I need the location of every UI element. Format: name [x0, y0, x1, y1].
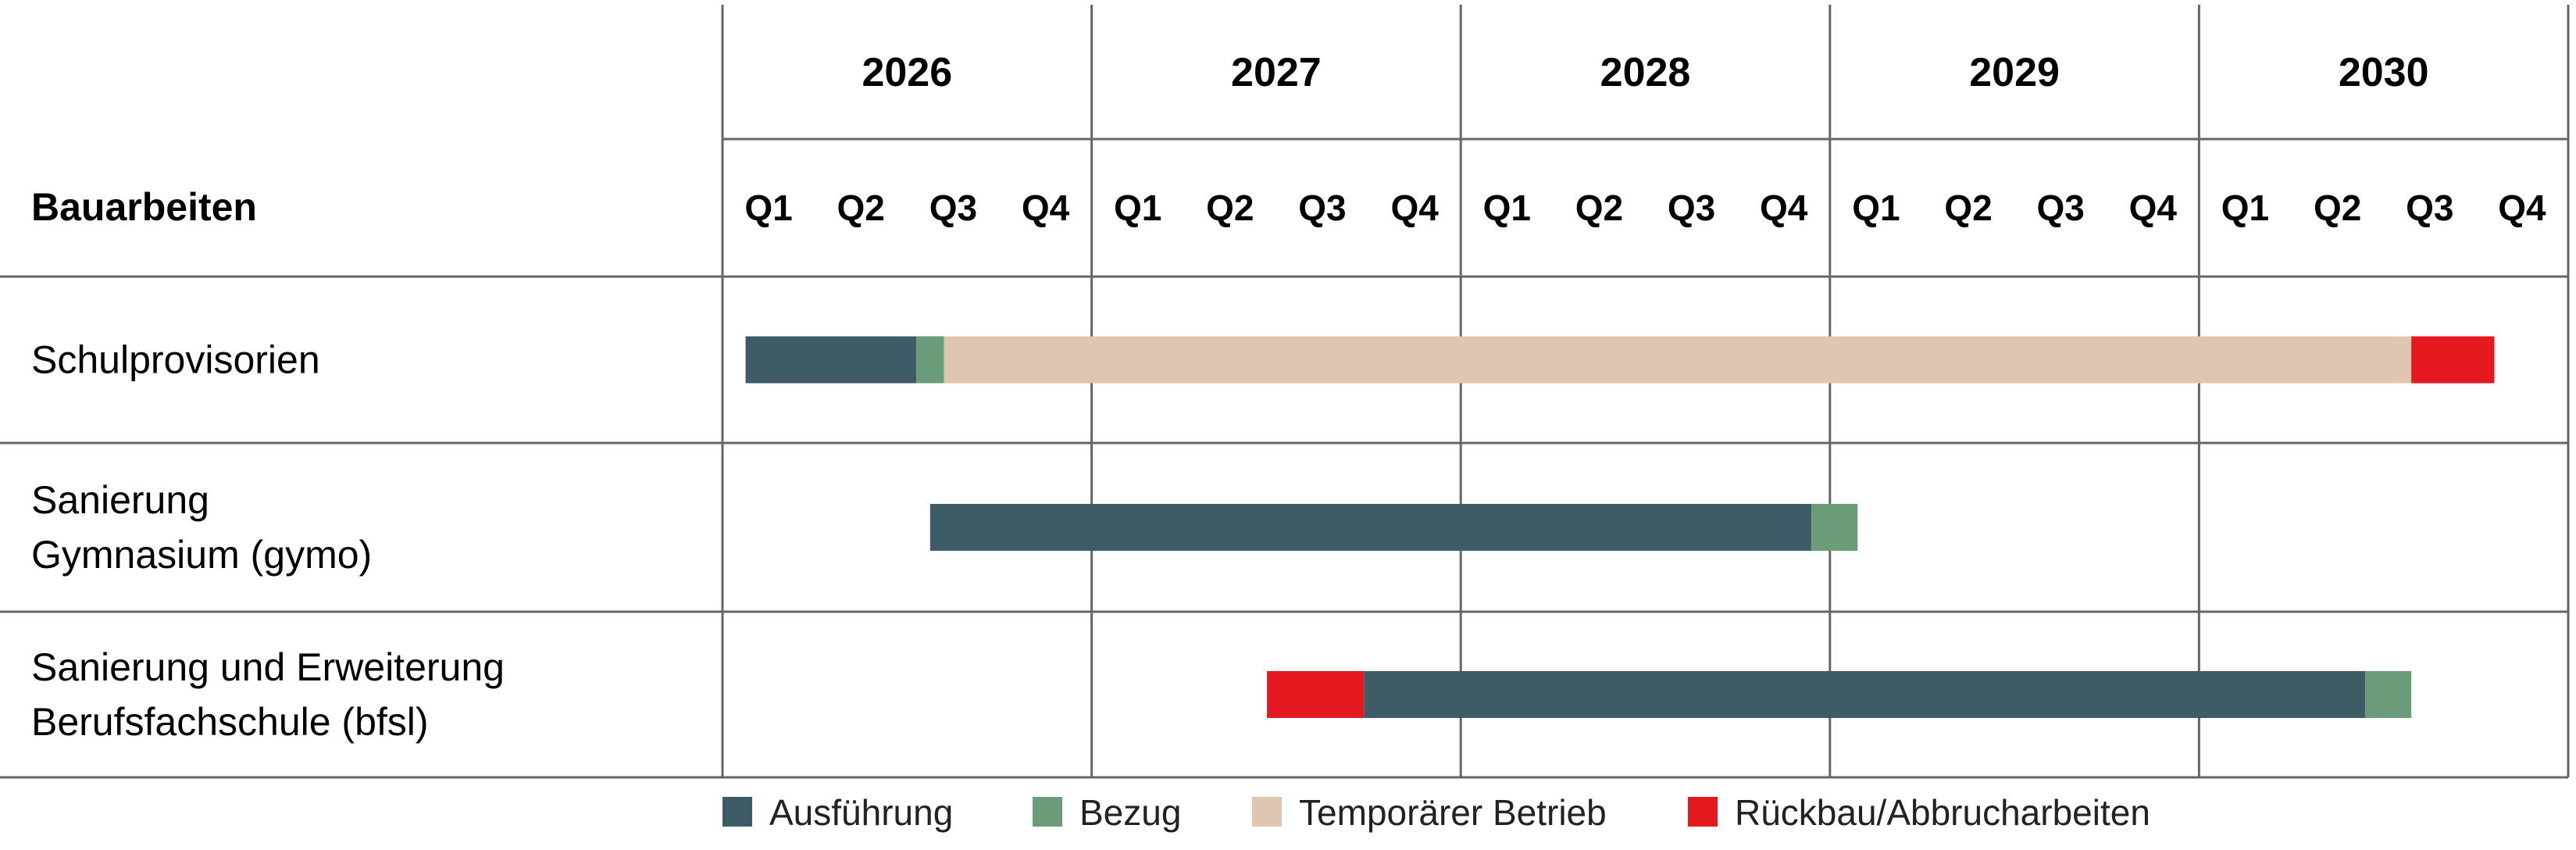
legend-label: Bezug: [1079, 792, 1181, 833]
year-label: 2028: [1600, 50, 1691, 95]
row-label: Sanierung: [31, 478, 209, 522]
year-label: 2029: [1969, 50, 2060, 95]
gantt-bar-rueckbau: [1267, 671, 1365, 718]
legend-label: Ausführung: [769, 792, 953, 833]
gantt-bar-ausfuehrung: [745, 336, 917, 384]
quarter-label: Q2: [837, 188, 885, 228]
quarter-label: Q2: [1206, 188, 1254, 228]
gantt-bar-rueckbau: [2411, 336, 2495, 384]
quarter-label: Q3: [929, 188, 977, 228]
legend-swatch: [1688, 797, 1718, 827]
legend-item-betrieb: Temporärer Betrieb: [1252, 792, 1607, 833]
legend: Ausführung Bezug Temporärer Betrieb Rückbau…: [722, 792, 2150, 833]
quarter-label: Q3: [1668, 188, 1715, 228]
row-label: Schulprovisorien: [31, 338, 320, 382]
year-headers: 2026 2027 2028 2029 2030: [862, 50, 2428, 95]
year-label: 2030: [2339, 50, 2429, 95]
quarter-label: Q4: [1390, 188, 1439, 228]
chart-grid: [0, 5, 2570, 779]
row-labels: Schulprovisorien Sanierung Gymnasium (gymo…: [31, 338, 505, 745]
quarter-label: Q4: [1022, 188, 1070, 228]
gantt-bar-ausfuehrung: [1364, 671, 2366, 718]
quarter-label: Q3: [1298, 188, 1346, 228]
legend-item-ausfuehrung: Ausführung: [722, 792, 953, 833]
quarter-label: Q2: [1575, 188, 1623, 228]
legend-item-bezug: Bezug: [1033, 792, 1181, 833]
gantt-bar-bezug: [916, 336, 944, 384]
gantt-bar-betrieb: [944, 336, 2412, 384]
legend-label: Temporärer Betrieb: [1299, 792, 1607, 833]
gantt-bar-ausfuehrung: [929, 504, 1812, 551]
quarter-label: Q3: [2036, 188, 2084, 228]
gantt-bar-bezug: [2365, 671, 2412, 718]
year-label: 2027: [1231, 50, 1322, 95]
quarter-label: Q4: [2498, 188, 2546, 228]
quarter-label: Q1: [1852, 188, 1900, 228]
row-label: Berufsfachschule (bfsl): [31, 700, 429, 744]
quarter-label: Q1: [1483, 188, 1531, 228]
row-label: Gymnasium (gymo): [31, 533, 372, 577]
row-label: Sanierung und Erweiterung: [31, 645, 505, 689]
header-corner-label: Bauarbeiten: [31, 185, 257, 229]
legend-label: Rückbau/Abbrucharbeiten: [1735, 792, 2150, 833]
quarter-label: Q2: [1944, 188, 1992, 228]
quarter-label: Q4: [2129, 188, 2178, 228]
quarter-label: Q1: [744, 188, 792, 228]
quarter-label: Q4: [1760, 188, 1808, 228]
quarter-label: Q1: [2221, 188, 2269, 228]
gantt-bars: [745, 336, 2495, 718]
legend-swatch: [722, 797, 752, 827]
legend-swatch: [1252, 797, 1282, 827]
year-label: 2026: [862, 50, 952, 95]
legend-swatch: [1033, 797, 1062, 827]
quarter-headers: Q1 Q2 Q3 Q4 Q1 Q2 Q3 Q4 Q1 Q2 Q3 Q4 Q1 Q2 Q3 Q4 Q1 Q2 Q3 Q4: [744, 188, 2546, 228]
quarter-label: Q3: [2406, 188, 2453, 228]
legend-item-rueckbau: Rückbau/Abbrucharbeiten: [1688, 792, 2150, 833]
quarter-label: Q1: [1114, 188, 1161, 228]
gantt-bar-bezug: [1811, 504, 1858, 551]
quarter-label: Q2: [2314, 188, 2361, 228]
